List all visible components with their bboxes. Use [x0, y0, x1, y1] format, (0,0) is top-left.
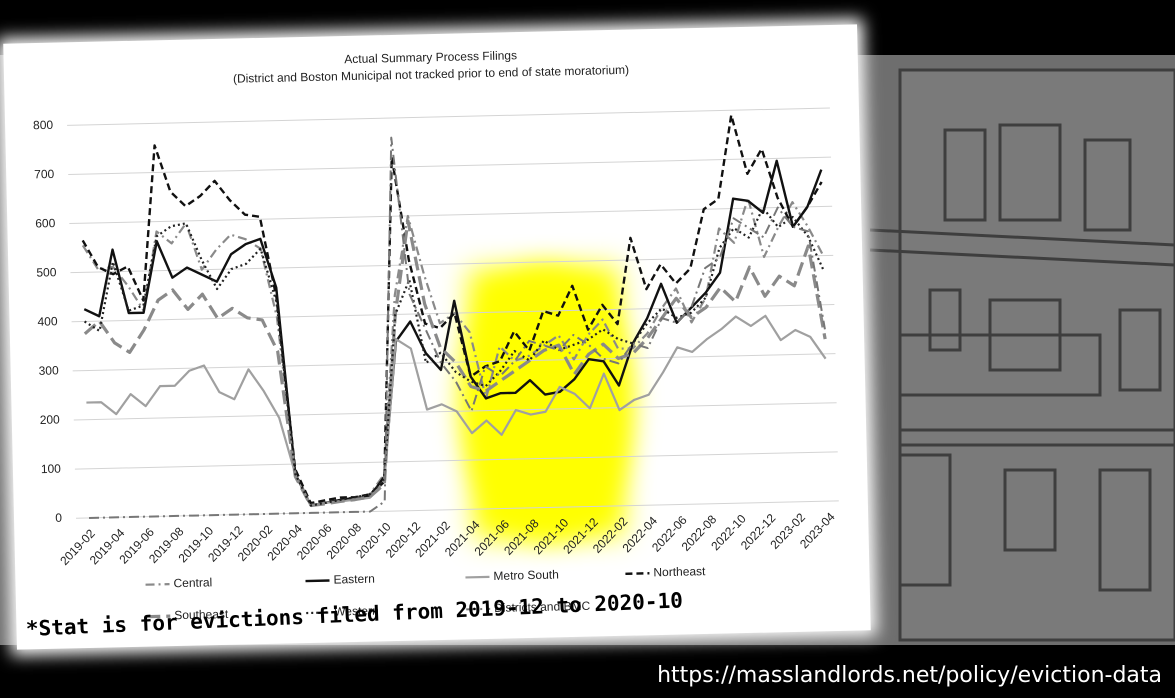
y-tick-label: 200 [40, 412, 61, 426]
y-tick-label: 100 [41, 462, 62, 476]
y-tick-label: 0 [55, 511, 62, 525]
highlight [468, 266, 624, 539]
building [870, 70, 1175, 640]
legend-swatch [465, 577, 489, 578]
y-tick-label: 500 [36, 265, 57, 279]
y-tick-label: 400 [37, 314, 58, 328]
y-tick-label: 800 [33, 118, 54, 132]
legend-label: Central [173, 575, 212, 590]
y-tick-label: 600 [35, 216, 56, 230]
chart-paper: Actual Summary Process Filings (District… [0, 18, 877, 655]
legend-label: Eastern [333, 572, 375, 587]
source-url: https://masslandlords.net/policy/evictio… [657, 663, 1162, 688]
y-tick-label: 300 [38, 363, 59, 377]
page: Actual Summary Process Filings (District… [0, 0, 1175, 698]
y-tick-label: 700 [34, 167, 55, 181]
legend-label: Metro South [493, 567, 559, 582]
screen: Actual Summary Process Filings (District… [0, 0, 1175, 698]
legend-swatch [306, 581, 330, 582]
legend-label: Northeast [653, 564, 706, 579]
